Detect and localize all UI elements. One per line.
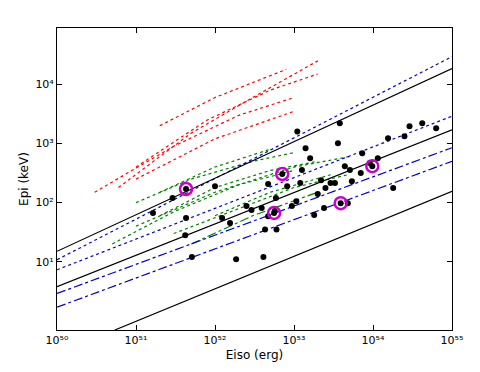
svg-text:10⁵⁴: 10⁵⁴ xyxy=(362,334,385,347)
svg-text:10⁵²: 10⁵² xyxy=(204,334,227,347)
svg-text:10¹: 10¹ xyxy=(35,256,53,269)
svg-text:10⁵³: 10⁵³ xyxy=(283,334,306,347)
svg-text:10³: 10³ xyxy=(35,137,53,150)
svg-text:10⁵¹: 10⁵¹ xyxy=(125,334,148,347)
svg-text:Epi (keV): Epi (keV) xyxy=(17,152,31,206)
svg-text:10⁵⁵: 10⁵⁵ xyxy=(441,334,464,347)
svg-text:10⁵⁰: 10⁵⁰ xyxy=(46,334,69,347)
svg-text:10²: 10² xyxy=(35,196,53,209)
svg-text:Eiso (erg): Eiso (erg) xyxy=(226,348,283,362)
svg-text:10⁴: 10⁴ xyxy=(35,78,54,91)
